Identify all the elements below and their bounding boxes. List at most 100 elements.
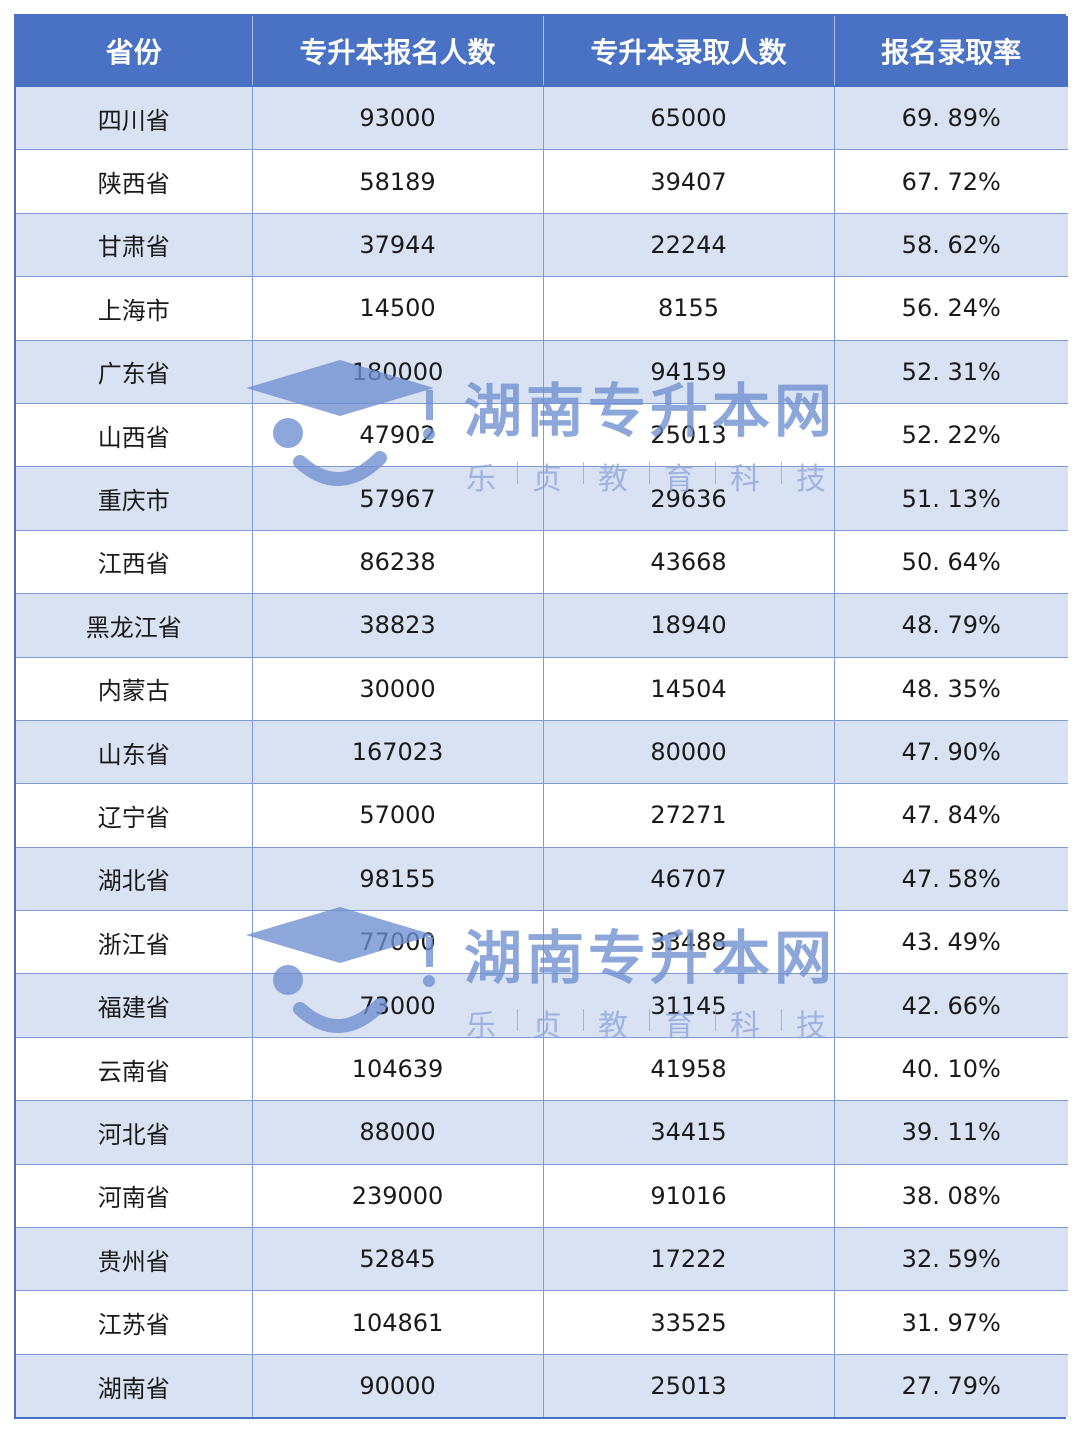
cell-admitted: 25013	[543, 403, 835, 468]
cell-admitted: 18940	[543, 593, 835, 658]
table-row: 四川省 93000 65000 69. 89%	[16, 86, 1068, 151]
cell-admitted: 8155	[543, 276, 835, 341]
cell-rate: 58. 62%	[834, 213, 1068, 278]
table-header: 省份 专升本报名人数 专升本录取人数 报名录取率	[16, 16, 1068, 87]
cell-province: 江苏省	[16, 1290, 253, 1355]
header-row: 省份 专升本报名人数 专升本录取人数 报名录取率	[16, 16, 1068, 87]
cell-province: 山东省	[16, 720, 253, 785]
cell-admitted: 31145	[543, 973, 835, 1038]
cell-admitted: 33525	[543, 1290, 835, 1355]
cell-rate: 52. 31%	[834, 340, 1068, 404]
cell-applicants: 180000	[252, 340, 544, 404]
cell-province: 上海市	[16, 276, 253, 341]
table-row: 湖北省 98155 46707 47. 58%	[16, 847, 1068, 912]
cell-rate: 47. 90%	[834, 720, 1068, 785]
cell-applicants: 104639	[252, 1037, 544, 1102]
table-row: 福建省 73000 31145 42. 66%	[16, 973, 1068, 1038]
cell-province: 江西省	[16, 530, 253, 595]
cell-rate: 40. 10%	[834, 1037, 1068, 1102]
cell-applicants: 37944	[252, 213, 544, 278]
table-row: 河南省 239000 91016 38. 08%	[16, 1164, 1068, 1229]
cell-applicants: 38823	[252, 593, 544, 658]
table-row: 辽宁省 57000 27271 47. 84%	[16, 783, 1068, 848]
table-row: 江苏省 104861 33525 31. 97%	[16, 1290, 1068, 1355]
cell-admitted: 22244	[543, 213, 835, 278]
table-row: 江西省 86238 43668 50. 64%	[16, 530, 1068, 595]
cell-applicants: 14500	[252, 276, 544, 341]
cell-province: 黑龙江省	[16, 593, 253, 658]
cell-province: 河北省	[16, 1100, 253, 1165]
cell-province: 甘肃省	[16, 213, 253, 278]
table-row: 浙江省 77000 33488 43. 49%	[16, 910, 1068, 975]
cell-province: 广东省	[16, 340, 253, 404]
cell-rate: 48. 35%	[834, 657, 1068, 721]
table-row: 山东省 167023 80000 47. 90%	[16, 720, 1068, 785]
cell-admitted: 39407	[543, 149, 835, 214]
cell-applicants: 57967	[252, 466, 544, 531]
cell-province: 内蒙古	[16, 657, 253, 721]
cell-rate: 50. 64%	[834, 530, 1068, 595]
cell-province: 贵州省	[16, 1227, 253, 1292]
cell-rate: 43. 49%	[834, 910, 1068, 975]
cell-admitted: 46707	[543, 847, 835, 912]
cell-rate: 67. 72%	[834, 149, 1068, 214]
cell-admitted: 65000	[543, 86, 835, 151]
cell-province: 云南省	[16, 1037, 253, 1102]
cell-rate: 27. 79%	[834, 1354, 1068, 1418]
cell-province: 河南省	[16, 1164, 253, 1229]
cell-rate: 52. 22%	[834, 403, 1068, 468]
header-rate: 报名录取率	[834, 16, 1068, 87]
cell-applicants: 58189	[252, 149, 544, 214]
cell-rate: 32. 59%	[834, 1227, 1068, 1292]
cell-applicants: 167023	[252, 720, 544, 785]
cell-province: 福建省	[16, 973, 253, 1038]
table-row: 上海市 14500 8155 56. 24%	[16, 276, 1068, 341]
table-row: 湖南省 90000 25013 27. 79%	[16, 1354, 1068, 1418]
cell-province: 浙江省	[16, 910, 253, 975]
cell-province: 陕西省	[16, 149, 253, 214]
cell-rate: 39. 11%	[834, 1100, 1068, 1165]
cell-province: 山西省	[16, 403, 253, 468]
cell-province: 湖北省	[16, 847, 253, 912]
cell-province: 湖南省	[16, 1354, 253, 1418]
cell-rate: 56. 24%	[834, 276, 1068, 341]
cell-applicants: 47902	[252, 403, 544, 468]
cell-admitted: 25013	[543, 1354, 835, 1418]
cell-rate: 47. 58%	[834, 847, 1068, 912]
table-row: 甘肃省 37944 22244 58. 62%	[16, 213, 1068, 278]
cell-applicants: 52845	[252, 1227, 544, 1292]
cell-admitted: 33488	[543, 910, 835, 975]
cell-applicants: 104861	[252, 1290, 544, 1355]
cell-admitted: 41958	[543, 1037, 835, 1102]
cell-rate: 47. 84%	[834, 783, 1068, 848]
table-row: 黑龙江省 38823 18940 48. 79%	[16, 593, 1068, 658]
cell-applicants: 73000	[252, 973, 544, 1038]
cell-rate: 42. 66%	[834, 973, 1068, 1038]
admission-table: 省份 专升本报名人数 专升本录取人数 报名录取率 四川省 93000 65000 69…	[14, 14, 1068, 1420]
table-row: 重庆市 57967 29636 51. 13%	[16, 466, 1068, 531]
cell-province: 辽宁省	[16, 783, 253, 848]
header-applicants: 专升本报名人数	[252, 16, 544, 87]
cell-rate: 51. 13%	[834, 466, 1068, 531]
cell-province: 四川省	[16, 86, 253, 151]
cell-admitted: 29636	[543, 466, 835, 531]
cell-applicants: 90000	[252, 1354, 544, 1418]
cell-rate: 69. 89%	[834, 86, 1068, 151]
cell-admitted: 94159	[543, 340, 835, 404]
cell-applicants: 88000	[252, 1100, 544, 1165]
cell-applicants: 93000	[252, 86, 544, 151]
cell-admitted: 27271	[543, 783, 835, 848]
table-row: 云南省 104639 41958 40. 10%	[16, 1037, 1068, 1102]
cell-rate: 38. 08%	[834, 1164, 1068, 1229]
cell-applicants: 98155	[252, 847, 544, 912]
cell-rate: 48. 79%	[834, 593, 1068, 658]
cell-applicants: 86238	[252, 530, 544, 595]
cell-applicants: 30000	[252, 657, 544, 721]
cell-admitted: 43668	[543, 530, 835, 595]
cell-admitted: 91016	[543, 1164, 835, 1229]
cell-admitted: 34415	[543, 1100, 835, 1165]
cell-admitted: 17222	[543, 1227, 835, 1292]
table-row: 内蒙古 30000 14504 48. 35%	[16, 657, 1068, 721]
cell-applicants: 239000	[252, 1164, 544, 1229]
header-admitted: 专升本录取人数	[543, 16, 835, 87]
